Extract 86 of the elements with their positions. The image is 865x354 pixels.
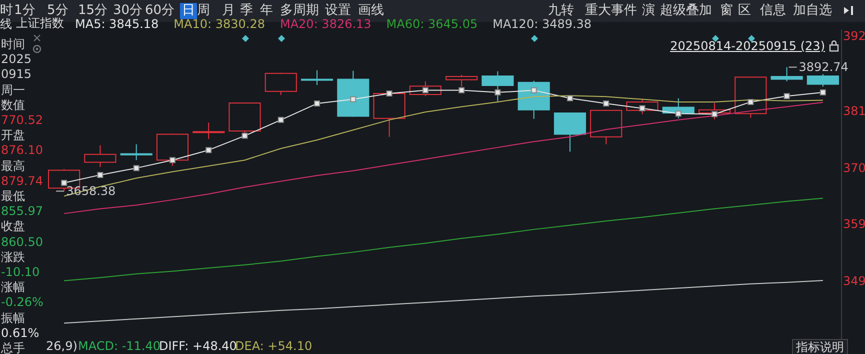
text: 演 xyxy=(642,3,655,19)
text: 重大事件 xyxy=(585,3,637,19)
text: MA10: 3830.28 xyxy=(174,17,265,31)
text: 线 xyxy=(0,17,12,31)
text: 数值 xyxy=(1,98,25,112)
candlestick xyxy=(192,122,225,140)
text: 设置 xyxy=(325,3,351,19)
text: 超级叠加 xyxy=(660,3,712,19)
point xyxy=(314,100,320,107)
text: 1分 xyxy=(14,3,36,18)
text: 振幅 xyxy=(1,310,25,325)
text: 区 xyxy=(738,3,751,19)
annotation: 3892.74 xyxy=(798,60,850,74)
text: 876.10 xyxy=(1,143,43,158)
chart-title: 上证指数 xyxy=(16,16,64,30)
text: 770.52 xyxy=(1,113,43,127)
point xyxy=(422,87,428,94)
point xyxy=(603,100,610,107)
point xyxy=(494,89,501,96)
text: 392 xyxy=(843,29,865,43)
point xyxy=(530,87,537,94)
point xyxy=(133,165,140,172)
text: 周一 xyxy=(1,82,25,97)
point xyxy=(61,180,68,186)
point xyxy=(97,172,104,178)
point xyxy=(712,111,718,118)
annotation: 20250814-20250915 (23) xyxy=(670,39,825,53)
point xyxy=(639,105,646,112)
candlestick xyxy=(337,70,370,117)
text: 九转 xyxy=(548,3,574,19)
text: MA20: 3826.13 xyxy=(280,17,372,31)
text: 370 xyxy=(843,161,865,175)
point xyxy=(350,96,356,102)
text: 2025 xyxy=(1,52,32,66)
point xyxy=(784,93,790,100)
point xyxy=(748,98,754,105)
text: 窗 xyxy=(720,3,733,19)
text: 画线 xyxy=(358,3,384,19)
point xyxy=(386,90,392,96)
text: MA5: 3845.18 xyxy=(75,17,159,31)
text: 加自选 xyxy=(793,3,832,19)
text: 879.74 xyxy=(1,174,43,188)
text: -10.10 xyxy=(1,265,40,279)
text: 最低 xyxy=(1,189,25,203)
text: MA120: 3489.38 xyxy=(492,17,592,31)
point xyxy=(206,147,212,154)
text: 收盘 xyxy=(1,219,25,234)
text: 359 xyxy=(843,217,865,231)
text: -0.26% xyxy=(1,295,44,310)
text: 开盘 xyxy=(1,128,25,142)
text: 0.61% xyxy=(1,326,40,340)
text: 涨幅 xyxy=(1,280,25,294)
text: 总手 xyxy=(1,341,25,354)
annotation: DIFF: +48.40 xyxy=(159,339,237,353)
point xyxy=(675,110,682,117)
text: MA60: 3645.05 xyxy=(386,17,478,31)
text: 855.97 xyxy=(1,204,43,218)
text: 15分 xyxy=(78,3,108,19)
annotation: 26,9) xyxy=(46,339,78,353)
text: 860.50 xyxy=(1,234,43,249)
text: 0915 xyxy=(1,67,32,82)
text: 381 xyxy=(843,104,865,118)
text: 时间 xyxy=(1,37,25,51)
point xyxy=(566,95,573,102)
point xyxy=(458,87,465,94)
text: 周 xyxy=(197,3,210,19)
text: 信息 xyxy=(760,3,786,19)
point xyxy=(820,89,826,96)
annotation: MACD: -11.40 xyxy=(78,339,161,353)
point xyxy=(278,116,284,123)
text: 最高 xyxy=(1,158,25,173)
text: 多周期 xyxy=(280,3,319,19)
text: 涨跌 xyxy=(1,250,25,264)
text: 日 xyxy=(180,3,197,19)
text: 年 xyxy=(260,3,273,19)
point xyxy=(169,157,176,164)
annotation: DEA: +54.10 xyxy=(235,339,312,353)
text: 30分 xyxy=(113,3,143,19)
text: 349 xyxy=(843,274,865,288)
text: 月 xyxy=(222,3,235,19)
text: 时 xyxy=(0,3,13,18)
point xyxy=(242,132,248,139)
text: 季 xyxy=(240,3,253,19)
text: 60分 xyxy=(145,3,175,19)
text: 指标说明 xyxy=(792,339,848,354)
text: 5分 xyxy=(47,3,68,18)
